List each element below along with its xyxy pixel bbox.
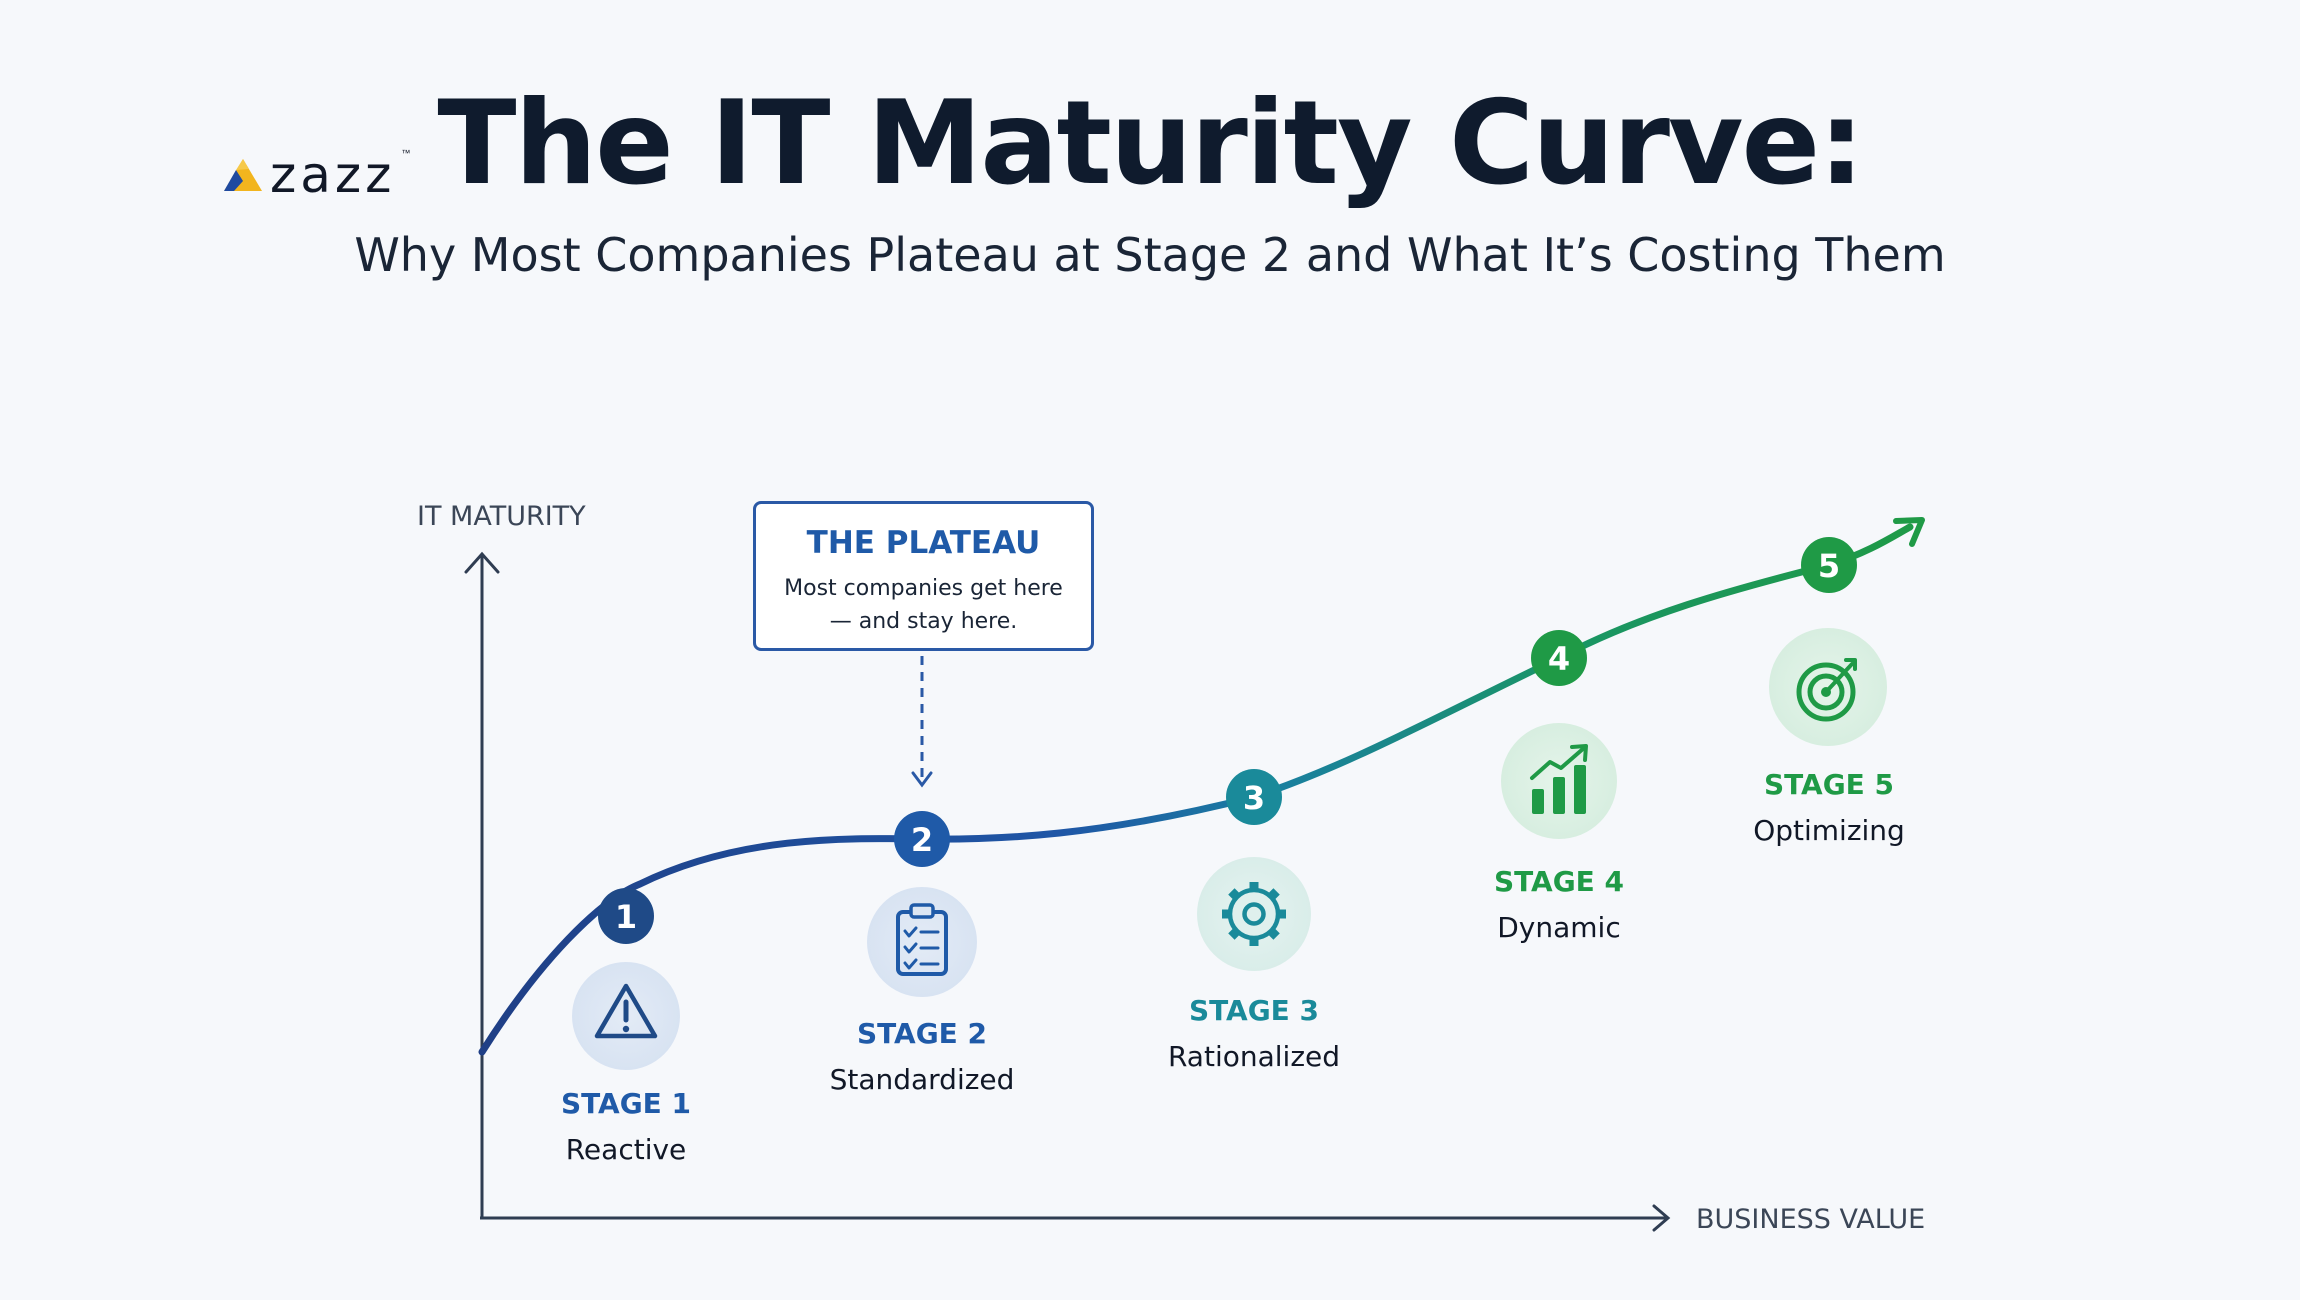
stage-5-title: STAGE 5 — [1763, 768, 1895, 801]
plateau-callout: THE PLATEAU Most companies get here— and… — [753, 501, 1094, 651]
stage-4-label: STAGE 4 Dynamic — [1439, 865, 1679, 944]
stage-3-node: 3 — [1226, 769, 1282, 825]
bar-chart-growth-icon — [1501, 723, 1617, 839]
gear-icon — [1197, 857, 1311, 971]
stage-5-number: 5 — [1818, 547, 1840, 585]
stage-2-name: Standardized — [829, 1062, 1015, 1096]
stage-3-label: STAGE 3 Rationalized — [1134, 994, 1374, 1073]
x-axis-label: BUSINESS VALUE — [1696, 1204, 1925, 1235]
logo-text: zazz — [270, 146, 396, 204]
page-subtitle: Why Most Companies Plateau at Stage 2 an… — [354, 228, 1946, 282]
y-axis-label: IT MATURITY — [417, 501, 586, 532]
stage-3-number: 3 — [1243, 779, 1265, 817]
stage-4-number: 4 — [1548, 640, 1570, 678]
callout-title: THE PLATEAU — [806, 525, 1041, 561]
clipboard-checklist-icon — [867, 887, 977, 997]
stage-1-number: 1 — [615, 898, 637, 936]
stage-5-label: STAGE 5 Optimizing — [1709, 768, 1949, 847]
stage-4-title: STAGE 4 — [1493, 865, 1625, 898]
stage-5-name: Optimizing — [1753, 813, 1905, 847]
plateau-pointer-arrow-icon — [911, 771, 933, 788]
stage-2-label: STAGE 2 Standardized — [802, 1017, 1042, 1096]
target-arrow-icon — [1769, 628, 1887, 746]
x-axis — [480, 1204, 1671, 1232]
stage-1-node: 1 — [598, 888, 654, 944]
stage-1-label: STAGE 1 Reactive — [506, 1087, 746, 1166]
stage-3-name: Rationalized — [1167, 1039, 1341, 1073]
zazz-logo: zazz ™ — [222, 146, 411, 204]
page-title: The IT Maturity Curve: — [437, 76, 1864, 211]
maturity-curve — [478, 523, 1914, 1056]
stage-2-node: 2 — [894, 811, 950, 867]
stage-4-name: Dynamic — [1497, 910, 1621, 944]
stage-1-name: Reactive — [565, 1132, 687, 1166]
logo-trademark: ™ — [401, 148, 411, 158]
curve-arrowhead-icon — [1893, 517, 1925, 547]
stage-2-title: STAGE 2 — [856, 1017, 988, 1050]
stage-3-title: STAGE 3 — [1188, 994, 1320, 1027]
zazz-logo-mark-icon — [224, 159, 262, 191]
stage-1-title: STAGE 1 — [560, 1087, 692, 1120]
stage-4-node: 4 — [1531, 630, 1587, 686]
y-axis — [464, 551, 500, 1218]
callout-text: Most companies get here— and stay here. — [784, 576, 1063, 635]
warning-icon — [572, 962, 680, 1070]
stage-5-node: 5 — [1801, 537, 1857, 593]
stage-2-number: 2 — [911, 821, 933, 859]
